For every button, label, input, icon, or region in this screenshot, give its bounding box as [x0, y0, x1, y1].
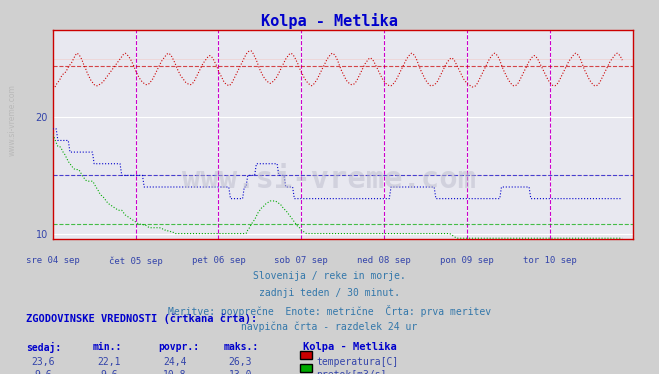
Text: www.si-vreme.com: www.si-vreme.com	[183, 165, 476, 194]
Text: 9,6: 9,6	[100, 370, 117, 374]
Text: ZGODOVINSKE VREDNOSTI (črtkana črta):: ZGODOVINSKE VREDNOSTI (črtkana črta):	[26, 313, 258, 324]
Text: pretok[m3/s]: pretok[m3/s]	[316, 370, 387, 374]
Text: 10,8: 10,8	[163, 370, 186, 374]
Text: Kolpa - Metlika: Kolpa - Metlika	[303, 342, 397, 352]
Text: navpična črta - razdelek 24 ur: navpična črta - razdelek 24 ur	[241, 322, 418, 332]
Text: Kolpa - Metlika: Kolpa - Metlika	[261, 13, 398, 29]
Text: pon 09 sep: pon 09 sep	[440, 256, 494, 265]
Text: 13,0: 13,0	[229, 370, 252, 374]
Text: maks.:: maks.:	[224, 342, 259, 352]
Text: 22,1: 22,1	[97, 357, 121, 367]
Text: Slovenija / reke in morje.: Slovenija / reke in morje.	[253, 271, 406, 281]
Text: www.si-vreme.com: www.si-vreme.com	[8, 84, 17, 156]
Text: 9,6: 9,6	[34, 370, 51, 374]
Text: sre 04 sep: sre 04 sep	[26, 256, 80, 265]
Text: povpr.:: povpr.:	[158, 342, 199, 352]
Text: 26,3: 26,3	[229, 357, 252, 367]
Text: zadnji teden / 30 minut.: zadnji teden / 30 minut.	[259, 288, 400, 298]
Text: temperatura[C]: temperatura[C]	[316, 357, 399, 367]
Text: sedaj:: sedaj:	[26, 342, 61, 353]
Text: ned 08 sep: ned 08 sep	[357, 256, 411, 265]
Text: Meritve: povprečne  Enote: metrične  Črta: prva meritev: Meritve: povprečne Enote: metrične Črta:…	[168, 305, 491, 317]
Text: čet 05 sep: čet 05 sep	[109, 256, 162, 266]
Text: 23,6: 23,6	[31, 357, 55, 367]
Text: pet 06 sep: pet 06 sep	[192, 256, 245, 265]
Text: 24,4: 24,4	[163, 357, 186, 367]
Text: min.:: min.:	[92, 342, 122, 352]
Text: tor 10 sep: tor 10 sep	[523, 256, 577, 265]
Text: sob 07 sep: sob 07 sep	[274, 256, 328, 265]
